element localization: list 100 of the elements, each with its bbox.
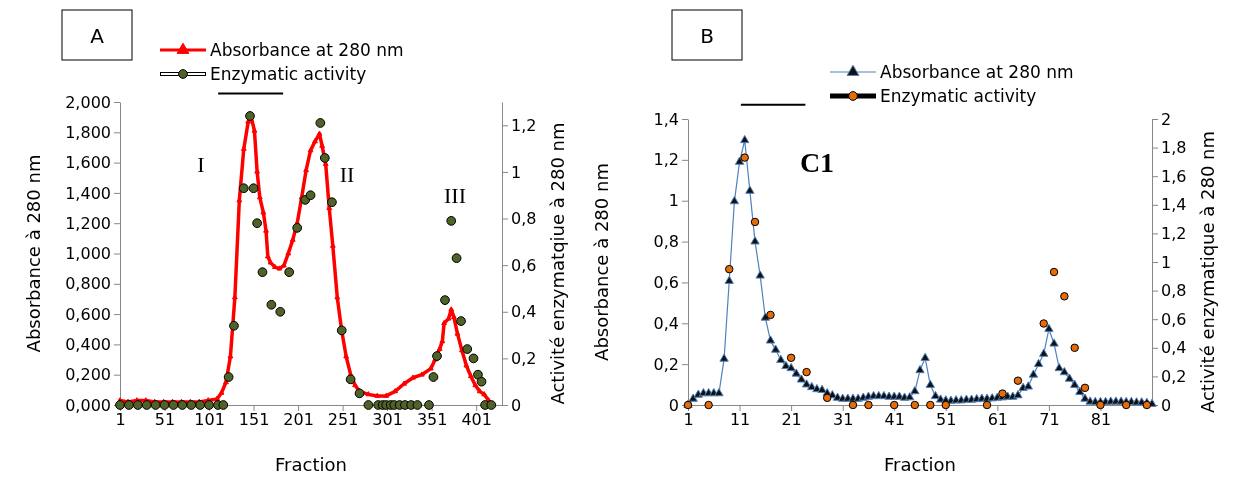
- point: [177, 400, 188, 410]
- point: [1142, 400, 1152, 410]
- point: [786, 353, 796, 363]
- point: [750, 217, 760, 227]
- point: [292, 223, 303, 233]
- x-tick-label: 21: [781, 410, 802, 430]
- x-tick-label: 81: [1090, 410, 1112, 430]
- point: [725, 264, 734, 274]
- point: [238, 183, 249, 194]
- y2-tick-label: 0,6: [511, 255, 537, 275]
- point: [257, 267, 268, 278]
- point: [451, 253, 462, 264]
- point: [424, 400, 434, 410]
- y-tick-label: 1,600: [65, 153, 111, 173]
- point: [159, 400, 170, 410]
- y2-tick-label: 1: [1161, 252, 1172, 272]
- x-tick-label: 301: [372, 410, 403, 430]
- x-tick-label: 1: [115, 410, 126, 430]
- y2-tick-label: 0,6: [1161, 309, 1187, 329]
- point: [252, 218, 262, 229]
- point: [354, 388, 365, 399]
- y-tick-label: 1: [668, 191, 679, 211]
- y2-tick-label: 1,6: [1161, 166, 1187, 186]
- y2-tick-label: 1,8: [1161, 138, 1187, 158]
- point: [345, 374, 356, 385]
- x-tick-label: 51: [154, 410, 176, 430]
- y2-tick-label: 1,2: [1161, 224, 1187, 244]
- point: [766, 310, 775, 320]
- point: [440, 295, 450, 305]
- point: [186, 400, 197, 410]
- x-axis-title: Fraction: [884, 454, 956, 475]
- point: [468, 353, 479, 364]
- x-tick-label: 11: [729, 410, 751, 430]
- point: [848, 400, 858, 410]
- x-tick-label: 351: [416, 410, 448, 430]
- x-tick-label: 61: [987, 410, 1009, 430]
- y-tick-label: 0,200: [65, 365, 111, 385]
- y-tick-label: 1,2: [653, 150, 679, 170]
- y-tick-label: 1,000: [65, 244, 111, 264]
- y2-tick-label: 0,2: [511, 349, 537, 368]
- y2-tick-label: 0,4: [1161, 338, 1187, 358]
- y-tick-label: 0,000: [65, 395, 111, 415]
- y2-tick-label: 1,4: [1161, 195, 1187, 215]
- y-tick-label: 0,800: [65, 274, 111, 294]
- y-axis-title: Absorbance à 280 nm: [591, 163, 612, 361]
- annotation: II: [339, 162, 355, 187]
- point: [1039, 319, 1048, 328]
- y-tick-label: 0,2: [653, 354, 679, 374]
- point: [412, 400, 423, 410]
- point: [1121, 400, 1131, 410]
- point: [229, 320, 239, 331]
- point: [704, 400, 713, 410]
- y-tick-label: 0,600: [65, 304, 111, 324]
- y2-axis-title: Activité enzymatqiue à 280 nm: [547, 122, 568, 405]
- point: [456, 316, 466, 326]
- point: [305, 190, 316, 201]
- point: [476, 376, 487, 387]
- y-tick-label: 1,4: [653, 109, 679, 129]
- annotation: III: [444, 183, 466, 208]
- y-tick-label: 0,6: [653, 273, 679, 293]
- point: [363, 400, 374, 410]
- x-tick-label: 401: [461, 410, 492, 430]
- point: [432, 351, 442, 361]
- point: [462, 344, 473, 354]
- point: [315, 118, 326, 128]
- point: [327, 197, 337, 208]
- point: [802, 367, 811, 377]
- point: [889, 400, 899, 410]
- point: [1070, 343, 1079, 353]
- point: [223, 372, 234, 382]
- x-tick-label: 71: [1039, 410, 1060, 430]
- point: [248, 183, 259, 194]
- point: [1080, 383, 1090, 393]
- point: [446, 216, 457, 226]
- legend-label: Absorbance at 280 nm: [880, 62, 1074, 82]
- x-tick-label: 31: [832, 410, 854, 430]
- chart-title: B: [700, 24, 714, 48]
- y2-tick-label: 0,8: [511, 209, 537, 229]
- y2-tick-label: 0,4: [511, 302, 537, 322]
- x-tick-label: 101: [194, 410, 225, 430]
- point: [926, 400, 935, 410]
- point: [982, 400, 992, 410]
- point: [195, 400, 206, 410]
- point: [218, 400, 229, 410]
- point: [473, 369, 483, 380]
- y2-tick-label: 1,2: [511, 115, 537, 135]
- annotation: I: [197, 152, 205, 177]
- point: [132, 400, 143, 410]
- y2-tick-label: 0,2: [1161, 367, 1187, 387]
- point: [284, 267, 295, 278]
- point: [1096, 400, 1105, 410]
- point: [168, 400, 179, 410]
- x-tick-label: 41: [884, 410, 905, 430]
- point: [941, 400, 951, 410]
- y-tick-label: 2,000: [65, 92, 111, 112]
- y2-axis-title: Activité enzymatique à 280 nm: [1197, 130, 1218, 414]
- y-tick-label: 0,400: [65, 335, 111, 355]
- y2-tick-label: 0: [1161, 395, 1172, 415]
- x-tick-label: 201: [283, 410, 314, 430]
- point: [204, 400, 214, 410]
